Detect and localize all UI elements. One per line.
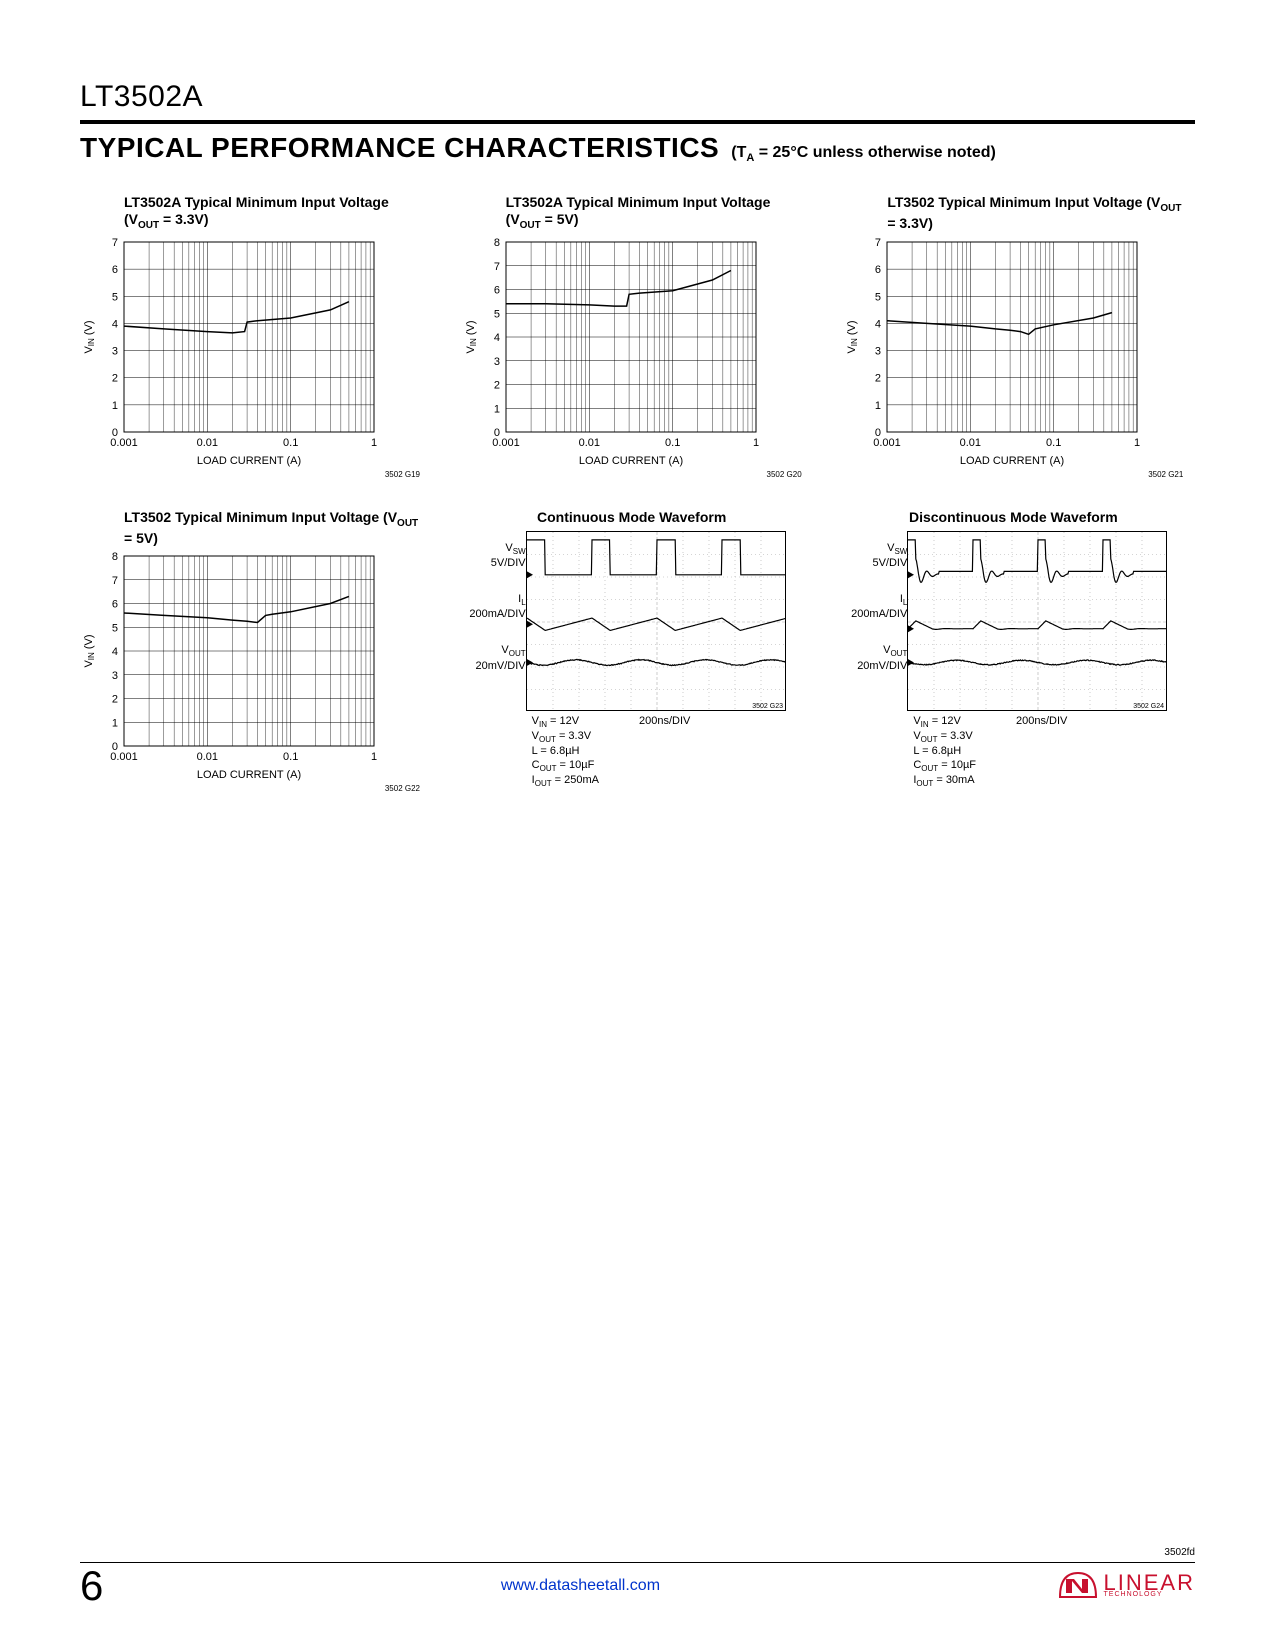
part-number: LT3502A bbox=[80, 80, 1195, 124]
svg-text:LOAD CURRENT (A): LOAD CURRENT (A) bbox=[197, 769, 301, 781]
scope-title: Discontinuous Mode Waveform bbox=[843, 509, 1183, 525]
chart-plot: 0123456780.0010.010.11LOAD CURRENT (A)VI… bbox=[80, 552, 380, 782]
svg-text:1: 1 bbox=[1134, 437, 1140, 449]
scope-cell: Continuous Mode Waveform VSW5V/DIVIL200m… bbox=[462, 509, 802, 794]
svg-text:0.1: 0.1 bbox=[1046, 437, 1061, 449]
svg-text:4: 4 bbox=[112, 646, 118, 658]
svg-text:6: 6 bbox=[875, 264, 881, 276]
chart-cell: LT3502A Typical Minimum Input Voltage (V… bbox=[80, 194, 420, 479]
svg-text:6: 6 bbox=[112, 264, 118, 276]
svg-text:0.001: 0.001 bbox=[110, 437, 138, 449]
svg-text:6: 6 bbox=[494, 284, 500, 296]
svg-text:2: 2 bbox=[494, 379, 500, 391]
svg-text:LOAD CURRENT (A): LOAD CURRENT (A) bbox=[197, 455, 301, 467]
svg-text:4: 4 bbox=[875, 318, 881, 330]
svg-text:6: 6 bbox=[112, 599, 118, 611]
scope-plot: 3502 G23 bbox=[526, 531, 786, 711]
svg-text:0.01: 0.01 bbox=[197, 437, 218, 449]
page-number: 6 bbox=[80, 1562, 103, 1610]
chart-ref: 3502 G19 bbox=[80, 470, 420, 479]
chart-grid: LT3502A Typical Minimum Input Voltage (V… bbox=[80, 194, 1195, 793]
scope-labels: VSW5V/DIVIL200mA/DIVVOUT20mV/DIV bbox=[843, 531, 907, 696]
chart-cell: LT3502 Typical Minimum Input Voltage (VO… bbox=[843, 194, 1183, 479]
svg-text:4: 4 bbox=[112, 318, 118, 330]
svg-text:7: 7 bbox=[494, 261, 500, 273]
company-logo: LINEAR TECHNOLOGY bbox=[1058, 1571, 1195, 1601]
chart-ref: 3502 G21 bbox=[843, 470, 1183, 479]
section-header: TYPICAL PERFORMANCE CHARACTERISTICS (TA … bbox=[80, 132, 1195, 164]
svg-text:1: 1 bbox=[753, 437, 759, 449]
svg-text:0.01: 0.01 bbox=[960, 437, 981, 449]
svg-text:2: 2 bbox=[112, 372, 118, 384]
chart-plot: 012345670.0010.010.11LOAD CURRENT (A)VIN… bbox=[80, 238, 380, 468]
chart-title: LT3502A Typical Minimum Input Voltage (V… bbox=[506, 194, 802, 232]
svg-text:1: 1 bbox=[371, 437, 377, 449]
svg-text:LOAD CURRENT (A): LOAD CURRENT (A) bbox=[579, 455, 683, 467]
svg-text:7: 7 bbox=[112, 238, 118, 249]
svg-text:0.1: 0.1 bbox=[283, 751, 298, 763]
svg-text:0.1: 0.1 bbox=[665, 437, 680, 449]
svg-text:0.1: 0.1 bbox=[283, 437, 298, 449]
svg-text:2: 2 bbox=[875, 372, 881, 384]
chart-title: LT3502 Typical Minimum Input Voltage (VO… bbox=[124, 509, 420, 547]
logo-icon bbox=[1058, 1571, 1098, 1601]
svg-text:3502 G24: 3502 G24 bbox=[1134, 703, 1165, 710]
chart-plot: 0123456780.0010.010.11LOAD CURRENT (A)VI… bbox=[462, 238, 762, 468]
svg-text:4: 4 bbox=[494, 332, 500, 344]
scope-cell: Discontinuous Mode Waveform VSW5V/DIVIL2… bbox=[843, 509, 1183, 794]
footer-link[interactable]: www.datasheetall.com bbox=[501, 1577, 660, 1595]
svg-text:1: 1 bbox=[875, 400, 881, 412]
svg-text:5: 5 bbox=[112, 291, 118, 303]
scope-plot: 3502 G24 bbox=[907, 531, 1167, 711]
svg-text:3502 G23: 3502 G23 bbox=[752, 703, 783, 710]
chart-ref: 3502 G20 bbox=[462, 470, 802, 479]
scope-labels: VSW5V/DIVIL200mA/DIVVOUT20mV/DIV bbox=[462, 531, 526, 696]
chart-title: LT3502 Typical Minimum Input Voltage (VO… bbox=[887, 194, 1183, 232]
svg-text:0.01: 0.01 bbox=[197, 751, 218, 763]
svg-text:1: 1 bbox=[112, 400, 118, 412]
svg-text:7: 7 bbox=[112, 575, 118, 587]
svg-text:VIN (V): VIN (V) bbox=[83, 635, 96, 668]
svg-text:8: 8 bbox=[494, 238, 500, 249]
chart-cell: LT3502 Typical Minimum Input Voltage (VO… bbox=[80, 509, 420, 794]
scope-title: Continuous Mode Waveform bbox=[462, 509, 802, 525]
logo-text: LINEAR bbox=[1104, 1574, 1195, 1592]
svg-text:2: 2 bbox=[112, 694, 118, 706]
svg-text:5: 5 bbox=[494, 308, 500, 320]
svg-text:0.001: 0.001 bbox=[110, 751, 138, 763]
chart-plot: 012345670.0010.010.11LOAD CURRENT (A)VIN… bbox=[843, 238, 1143, 468]
svg-text:1: 1 bbox=[371, 751, 377, 763]
svg-text:0.001: 0.001 bbox=[874, 437, 902, 449]
svg-text:3: 3 bbox=[112, 345, 118, 357]
chart-ref: 3502 G22 bbox=[80, 784, 420, 793]
svg-text:8: 8 bbox=[112, 552, 118, 563]
scope-conditions: VIN = 12VVOUT = 3.3VL = 6.8µHCOUT = 10µF… bbox=[532, 715, 802, 790]
svg-text:5: 5 bbox=[875, 291, 881, 303]
svg-text:VIN (V): VIN (V) bbox=[465, 320, 478, 353]
section-title: TYPICAL PERFORMANCE CHARACTERISTICS bbox=[80, 132, 719, 164]
doc-revision: 3502fd bbox=[80, 1547, 1195, 1558]
svg-text:LOAD CURRENT (A): LOAD CURRENT (A) bbox=[960, 455, 1064, 467]
svg-text:1: 1 bbox=[494, 403, 500, 415]
scope-conditions: VIN = 12VVOUT = 3.3VL = 6.8µHCOUT = 10µF… bbox=[913, 715, 1183, 790]
svg-text:0.001: 0.001 bbox=[492, 437, 520, 449]
svg-text:VIN (V): VIN (V) bbox=[846, 320, 859, 353]
svg-text:3: 3 bbox=[875, 345, 881, 357]
svg-text:0.01: 0.01 bbox=[578, 437, 599, 449]
section-condition: (TA = 25°C unless otherwise noted) bbox=[731, 144, 996, 164]
chart-title: LT3502A Typical Minimum Input Voltage (V… bbox=[124, 194, 420, 232]
svg-text:3: 3 bbox=[494, 356, 500, 368]
chart-cell: LT3502A Typical Minimum Input Voltage (V… bbox=[462, 194, 802, 479]
svg-text:VIN (V): VIN (V) bbox=[83, 320, 96, 353]
svg-text:1: 1 bbox=[112, 718, 118, 730]
page-footer: 3502fd 6 www.datasheetall.com LINEAR TEC… bbox=[80, 1562, 1195, 1610]
svg-text:7: 7 bbox=[875, 238, 881, 249]
svg-text:5: 5 bbox=[112, 623, 118, 635]
svg-text:3: 3 bbox=[112, 670, 118, 682]
